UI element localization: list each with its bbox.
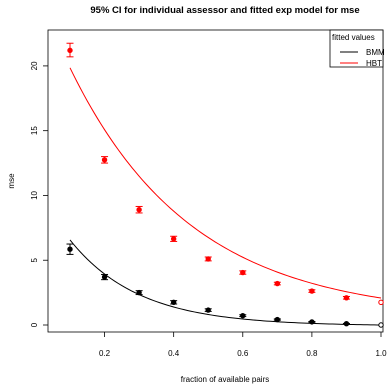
point-bmm xyxy=(101,274,108,280)
point-hbt xyxy=(309,288,315,294)
fit-curve-bmm xyxy=(69,239,382,326)
x-tick-label: 0.8 xyxy=(306,349,318,358)
legend-label-hbt: HBT xyxy=(366,59,382,68)
legend-title: fitted values xyxy=(332,33,375,42)
x-tick-label: 1.0 xyxy=(375,349,387,358)
point-bmm xyxy=(170,299,177,306)
point-bmm xyxy=(240,312,246,319)
point-hbt xyxy=(136,207,142,213)
point-bmm xyxy=(309,319,315,325)
fit-curve-hbt xyxy=(69,67,382,299)
x-tick-label: 0.2 xyxy=(99,349,111,358)
x-axis-label: fraction of available pairs xyxy=(181,375,270,384)
x-axis: 0.2 0.4 0.6 0.8 1.0 xyxy=(99,332,387,358)
y-tick-label: 10 xyxy=(30,190,39,199)
data-points xyxy=(66,42,384,328)
point-hbt xyxy=(205,256,211,262)
point-hbt xyxy=(274,280,281,287)
y-tick-label: 0 xyxy=(30,322,39,327)
plot-frame xyxy=(47,29,384,333)
legend-box xyxy=(329,29,384,68)
legend: fitted values BMM HBT xyxy=(329,29,385,68)
x-tick-label: 0.6 xyxy=(237,349,249,358)
point-bmm xyxy=(274,316,281,323)
point-bmm xyxy=(343,321,350,327)
point-bmm xyxy=(136,289,142,296)
legend-label-bmm: BMM xyxy=(366,48,385,57)
point-hbt xyxy=(67,47,73,54)
y-tick-label: 20 xyxy=(30,61,39,70)
y-tick-label: 15 xyxy=(30,126,39,135)
fitted-curves xyxy=(69,67,382,326)
point-hbt xyxy=(101,157,108,163)
point-bmm xyxy=(205,307,211,313)
x-tick-label: 0.4 xyxy=(168,349,180,358)
point-hbt xyxy=(343,295,350,301)
point-hbt xyxy=(170,236,177,242)
chart-title: 95% CI for individual assessor and fitte… xyxy=(90,5,359,16)
point-bmm xyxy=(378,322,384,328)
y-tick-label: 5 xyxy=(30,257,39,262)
point-hbt xyxy=(240,269,246,276)
point-hbt xyxy=(378,299,384,306)
point-bmm xyxy=(67,246,73,252)
y-axis: 0 5 10 15 20 xyxy=(30,61,48,327)
y-axis-label: mse xyxy=(7,173,16,189)
